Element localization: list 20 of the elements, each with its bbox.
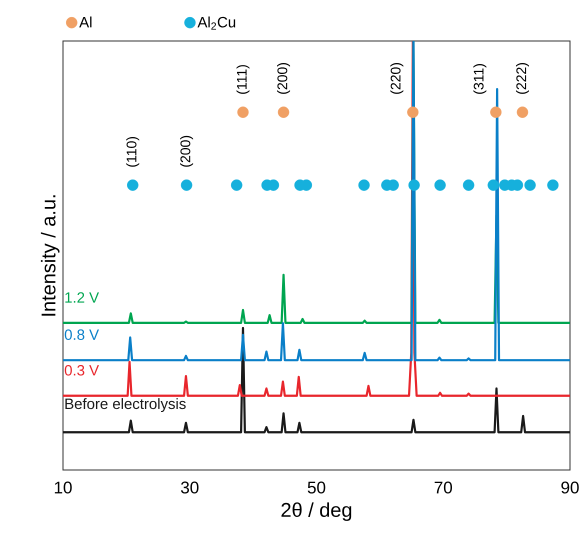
- series-label: 0.8 V: [64, 329, 99, 340]
- annotation: (222): [516, 63, 529, 94]
- annotation: (111): [236, 65, 250, 94]
- annotation: (200): [180, 136, 194, 167]
- y-axis-title: Intensity / a.u.: [40, 195, 60, 316]
- x-tick-label: 30: [180, 482, 199, 494]
- annotation: (200): [277, 63, 290, 94]
- series-label: 1.2 V: [65, 292, 99, 303]
- series-label: 0.3 V: [64, 365, 99, 376]
- legend-label: Al$_{2}$Cu: [197, 16, 236, 30]
- annotation: (311): [473, 64, 486, 94]
- x-tick-label: 50: [308, 482, 326, 494]
- x-tick-label: 90: [561, 482, 579, 494]
- legend-label: Al: [79, 16, 92, 28]
- x-axis-title: 2θ / deg: [281, 502, 352, 521]
- x-tick-label: 10: [54, 482, 72, 494]
- annotation: (110): [126, 136, 140, 167]
- series-label: Before electrolysis: [65, 398, 186, 412]
- x-tick-label: 70: [434, 482, 452, 494]
- annotation: (220): [390, 63, 404, 94]
